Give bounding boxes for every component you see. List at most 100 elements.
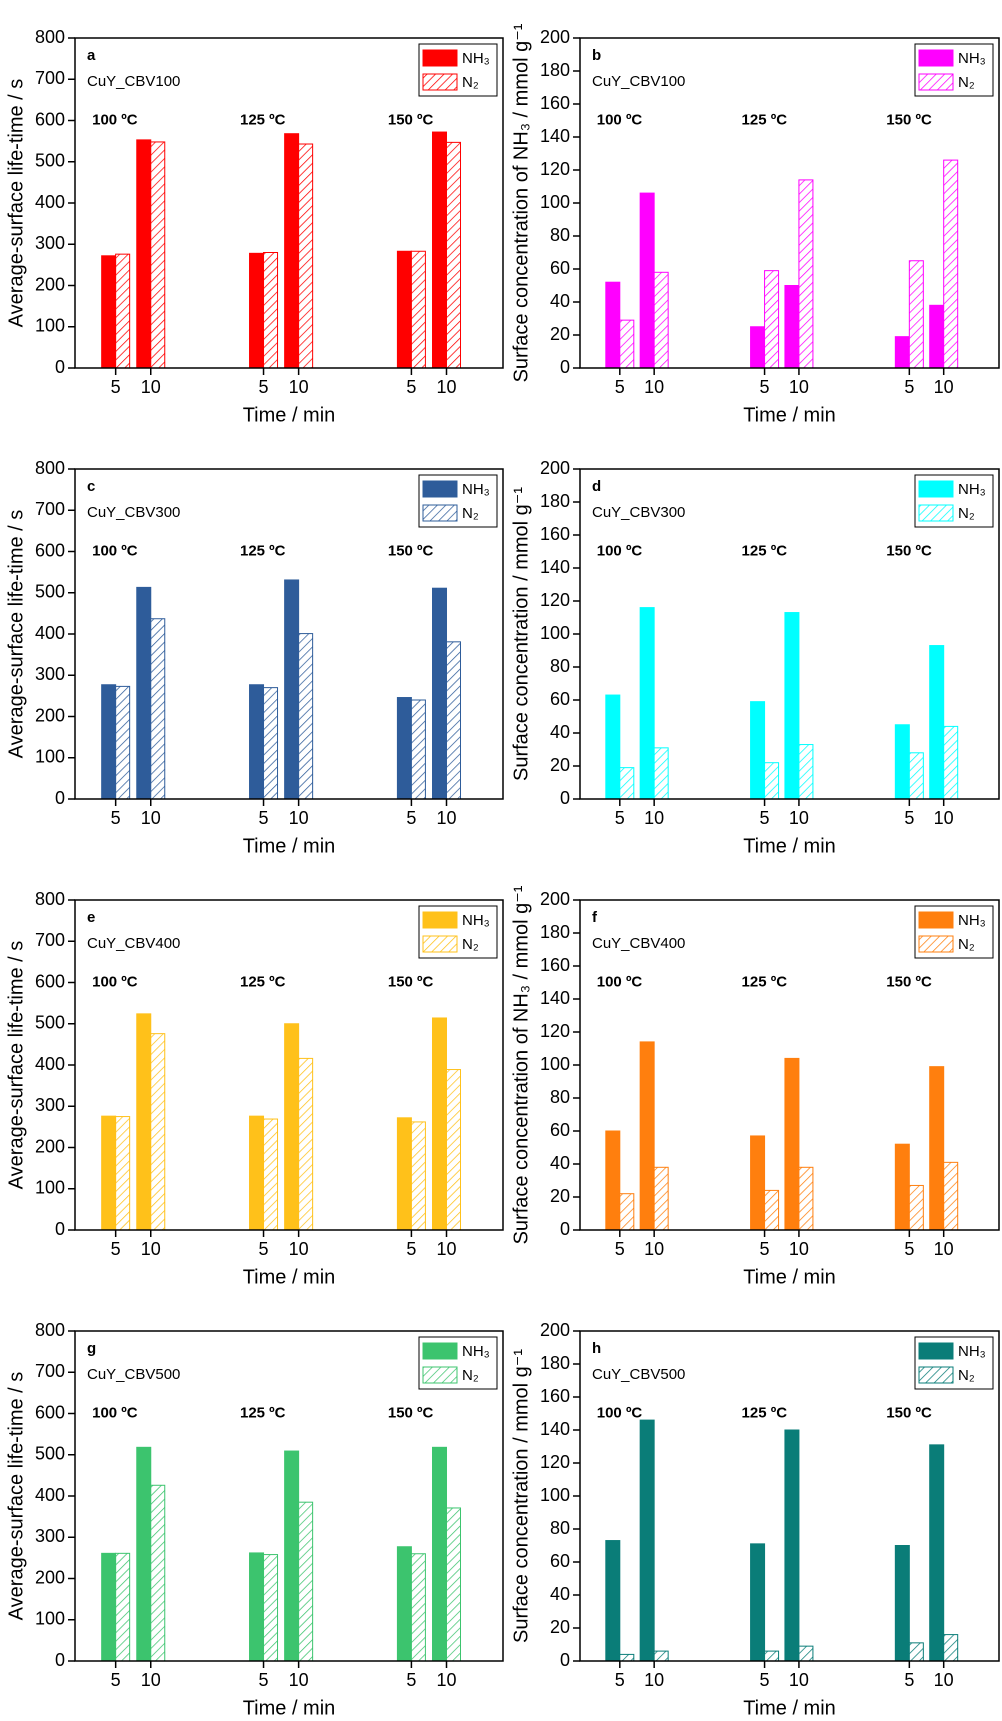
y-tick-label: 400 bbox=[35, 1485, 65, 1505]
y-tick-label: 600 bbox=[35, 540, 65, 560]
y-tick-label: 500 bbox=[35, 1013, 65, 1033]
bar bbox=[136, 586, 152, 800]
y-tick-label: 800 bbox=[35, 889, 65, 909]
panel-label: h bbox=[592, 1340, 601, 1357]
y-tick-label: 160 bbox=[540, 93, 570, 113]
y-tick-label: 300 bbox=[35, 664, 65, 684]
legend-swatch bbox=[918, 73, 954, 91]
y-tick-label: 100 bbox=[35, 1178, 65, 1198]
bar bbox=[115, 253, 131, 369]
bar bbox=[929, 645, 945, 800]
y-tick-label: 120 bbox=[540, 1452, 570, 1472]
y-tick-label: 40 bbox=[550, 1153, 570, 1173]
y-tick-label: 60 bbox=[550, 689, 570, 709]
bar bbox=[764, 1189, 780, 1231]
bar bbox=[432, 1446, 448, 1662]
y-axis-title: Surface concentration / mmol g⁻¹ bbox=[510, 1349, 532, 1643]
bar bbox=[784, 1057, 800, 1231]
y-axis-title: Surface concentration / mmol g⁻¹ bbox=[510, 487, 532, 781]
y-tick-label: 700 bbox=[35, 1361, 65, 1381]
legend-swatch bbox=[422, 480, 458, 498]
x-tick-label: 5 bbox=[760, 1239, 770, 1259]
y-tick-label: 100 bbox=[540, 623, 570, 643]
x-tick-label: 5 bbox=[904, 808, 914, 828]
x-tick-label: 5 bbox=[615, 1239, 625, 1259]
y-tick-label: 500 bbox=[35, 582, 65, 602]
bar bbox=[410, 250, 426, 369]
group-label: 100 ºC bbox=[92, 1404, 138, 1421]
bar bbox=[101, 255, 117, 369]
y-tick-label: 100 bbox=[540, 192, 570, 212]
x-axis-title: Time / min bbox=[743, 404, 836, 426]
x-axis-title: Time / min bbox=[243, 1697, 336, 1719]
y-tick-label: 180 bbox=[540, 922, 570, 942]
y-tick-label: 0 bbox=[560, 1219, 570, 1239]
x-tick-label: 10 bbox=[289, 377, 309, 397]
y-tick-label: 160 bbox=[540, 955, 570, 975]
x-tick-label: 10 bbox=[644, 808, 664, 828]
panel-label: g bbox=[87, 1340, 96, 1357]
bar bbox=[101, 684, 117, 800]
y-tick-label: 300 bbox=[35, 1095, 65, 1115]
bar bbox=[249, 252, 265, 369]
x-tick-label: 5 bbox=[259, 1670, 269, 1690]
bar bbox=[284, 1023, 300, 1231]
bar bbox=[115, 1552, 131, 1662]
panel-label: b bbox=[592, 47, 601, 64]
y-tick-label: 600 bbox=[35, 1402, 65, 1422]
bar bbox=[943, 1161, 959, 1231]
y-tick-label: 100 bbox=[540, 1054, 570, 1074]
sample-label: CuY_CBV400 bbox=[87, 935, 180, 952]
y-tick-label: 500 bbox=[35, 151, 65, 171]
legend-label: NH₃ bbox=[958, 912, 986, 929]
bar bbox=[750, 1135, 766, 1231]
bar bbox=[894, 1143, 910, 1231]
x-axis-title: Time / min bbox=[243, 404, 336, 426]
y-tick-label: 60 bbox=[550, 1120, 570, 1140]
bar bbox=[410, 699, 426, 800]
y-tick-label: 100 bbox=[35, 1609, 65, 1629]
bar bbox=[284, 579, 300, 800]
bar bbox=[446, 641, 462, 800]
bar bbox=[798, 1166, 814, 1231]
bar bbox=[101, 1115, 117, 1231]
x-tick-label: 5 bbox=[406, 808, 416, 828]
x-tick-label: 5 bbox=[406, 1670, 416, 1690]
legend-label: NH₃ bbox=[462, 50, 490, 67]
bar bbox=[798, 179, 814, 369]
legend-swatch bbox=[918, 935, 954, 953]
y-tick-label: 160 bbox=[540, 524, 570, 544]
bar bbox=[136, 1013, 152, 1231]
group-label: 150 ºC bbox=[388, 111, 434, 128]
group-label: 100 ºC bbox=[597, 542, 643, 559]
y-tick-label: 100 bbox=[35, 316, 65, 336]
bar bbox=[784, 285, 800, 369]
bar bbox=[284, 1450, 300, 1662]
y-tick-label: 180 bbox=[540, 1353, 570, 1373]
legend-label: NH₃ bbox=[462, 1343, 490, 1360]
x-tick-label: 5 bbox=[406, 377, 416, 397]
sample-label: CuY_CBV300 bbox=[87, 504, 180, 521]
bar bbox=[432, 131, 448, 369]
x-tick-label: 10 bbox=[289, 1239, 309, 1259]
group-label: 150 ºC bbox=[388, 973, 434, 990]
y-tick-label: 60 bbox=[550, 1551, 570, 1571]
panel-label: a bbox=[87, 47, 96, 64]
y-tick-label: 600 bbox=[35, 109, 65, 129]
legend-swatch bbox=[422, 73, 458, 91]
group-label: 125 ºC bbox=[240, 542, 286, 559]
bar bbox=[764, 270, 780, 369]
bar bbox=[798, 1645, 814, 1662]
bar bbox=[432, 587, 448, 800]
x-axis-title: Time / min bbox=[743, 835, 836, 857]
y-tick-label: 80 bbox=[550, 1087, 570, 1107]
x-tick-label: 5 bbox=[904, 1670, 914, 1690]
legend-label: N₂ bbox=[958, 1367, 975, 1384]
sample-label: CuY_CBV500 bbox=[592, 1366, 685, 1383]
y-tick-label: 0 bbox=[55, 1650, 65, 1670]
y-tick-label: 20 bbox=[550, 1186, 570, 1206]
x-tick-label: 5 bbox=[615, 1670, 625, 1690]
legend-swatch bbox=[918, 504, 954, 522]
bar bbox=[410, 1121, 426, 1231]
